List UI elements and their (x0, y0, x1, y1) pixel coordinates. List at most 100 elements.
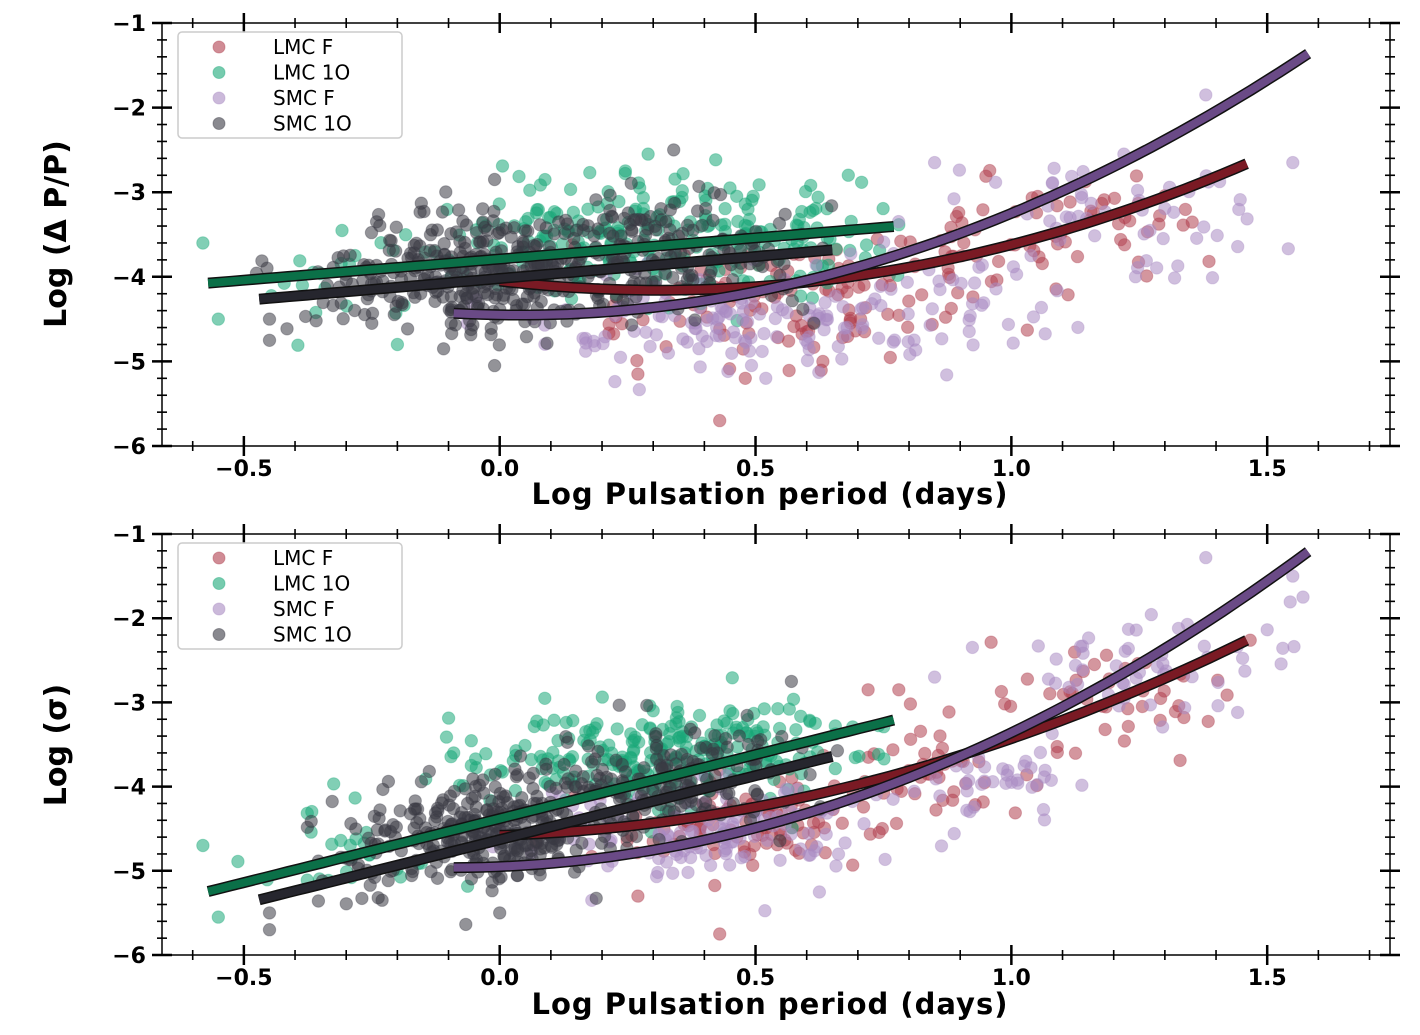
scatter-point-smc-1o (693, 741, 708, 755)
scatter-point-lmc-f (1043, 687, 1057, 701)
scatter-point-lmc-1o (327, 777, 341, 791)
x-tick-label: 1.0 (992, 966, 1031, 991)
scatter-point-smc-1o (492, 338, 506, 352)
scatter-point-smc-1o (507, 221, 521, 235)
scatter-point-lmc-f (979, 169, 993, 183)
scatter-point-lmc-1o (757, 702, 771, 716)
scatter-point-smc-1o (311, 894, 326, 908)
scatter-point-smc-f (1049, 652, 1063, 666)
scatter-point-smc-1o (526, 766, 540, 780)
scatter-point-smc-f (963, 804, 977, 819)
scatter-point-smc-1o (667, 143, 681, 157)
scatter-point-lmc-1o (731, 214, 745, 229)
scatter-point-lmc-1o (841, 168, 855, 182)
scatter-point-smc-f (1130, 183, 1145, 198)
axis-ticks-bottom (152, 524, 1400, 965)
scatter-point-lmc-1o (624, 727, 638, 741)
scatter-point-smc-1o (358, 307, 372, 322)
scatter-point-smc-f (1231, 239, 1245, 254)
scatter-point-smc-1o (484, 327, 498, 342)
scatter-point-lmc-1o (581, 202, 595, 216)
scatter-point-lmc-f (713, 927, 727, 941)
scatter-point-smc-f (1084, 196, 1098, 211)
scatter-point-smc-f (649, 869, 664, 884)
scatter-point-smc-f (1047, 161, 1061, 176)
scatter-point-lmc-1o (390, 337, 405, 352)
legend-marker-lmc-f (212, 40, 226, 54)
scatter-point-smc-f (966, 338, 980, 352)
scatter-point-smc-f (1205, 271, 1220, 285)
scatter-point-smc-1o (423, 228, 438, 242)
scatter-point-lmc-1o (876, 201, 890, 216)
scatter-point-smc-f (1144, 607, 1159, 622)
scatter-point-smc-1o (444, 227, 458, 241)
y-tick-label: −3 (112, 691, 146, 716)
x-axis-label-bottom: Log Pulsation period (days) (532, 987, 1009, 1021)
scatter-point-smc-f (1238, 664, 1252, 678)
scatter-point-lmc-f (903, 697, 918, 711)
scatter-point-smc-f (734, 851, 748, 865)
scatter-point-smc-1o (612, 698, 626, 712)
scatter-point-smc-f (1075, 778, 1089, 792)
scatter-point-smc-f (962, 324, 976, 339)
scatter-point-smc-1o (487, 358, 502, 373)
scatter-point-smc-f (1171, 259, 1185, 273)
scatter-point-smc-f (710, 312, 724, 327)
scatter-point-smc-f (960, 760, 974, 775)
scatter-point-smc-f (1150, 261, 1164, 275)
scatter-point-smc-f (977, 774, 992, 788)
scatter-point-smc-1o (384, 234, 398, 248)
legend-label-lmc-f: LMC F (273, 35, 333, 59)
scatter-point-smc-f (700, 334, 714, 349)
scatter-point-lmc-1o (211, 910, 226, 924)
scatter-point-smc-f (1037, 813, 1052, 827)
scatter-point-smc-f (760, 833, 775, 847)
scatter-point-lmc-f (984, 635, 998, 649)
scatter-point-lmc-f (944, 301, 958, 316)
y-tick-label: −1 (112, 12, 146, 37)
scatter-point-lmc-f (1097, 193, 1111, 207)
legend-marker-smc-f (212, 602, 226, 616)
scatter-point-smc-1o (690, 204, 705, 218)
scatter-point-smc-f (887, 333, 902, 347)
scatter-point-lmc-f (1087, 657, 1102, 672)
scatter-point-lmc-1o (512, 169, 526, 184)
scatter-point-smc-f (739, 335, 753, 349)
scatter-point-lmc-1o (566, 713, 580, 728)
x-tick-label: −0.5 (215, 966, 272, 991)
scatter-point-smc-1o (364, 225, 379, 240)
scatter-point-smc-1o (336, 312, 350, 326)
scatter-point-lmc-1o (738, 197, 752, 211)
y-tick-label: −2 (112, 607, 146, 632)
fit-line-lmc-1o (207, 716, 895, 896)
scatter-point-lmc-1o (789, 723, 803, 737)
scatter-point-smc-f (1296, 590, 1310, 604)
legend-marker-smc-f (212, 91, 226, 105)
scatter-point-lmc-f (708, 878, 722, 893)
scatter-point-lmc-f (852, 280, 866, 294)
scatter-point-smc-f (940, 368, 954, 382)
scatter-point-smc-f (878, 852, 892, 867)
scatter-point-smc-f (801, 826, 816, 841)
fit-line-lmc-f (499, 160, 1249, 295)
scatter-point-lmc-f (945, 793, 960, 807)
scatter-point-smc-1o (594, 836, 609, 850)
scatter-point-lmc-1o (771, 702, 785, 716)
scatter-point-smc-1o (451, 203, 466, 217)
scatter-point-smc-f (828, 289, 843, 303)
scatter-point-smc-f (579, 336, 593, 350)
scatter-point-smc-1o (830, 744, 845, 758)
scatter-point-lmc-f (903, 732, 918, 746)
plot-frame-bottom (161, 533, 1391, 956)
scatter-point-smc-1o (589, 891, 603, 905)
scatter-point-smc-f (768, 311, 782, 326)
scatter-point-smc-f (923, 318, 937, 332)
scatter-point-smc-f (666, 866, 680, 880)
scatter-point-smc-1o (692, 179, 706, 194)
scatter-point-smc-f (952, 163, 967, 177)
scatter-point-lmc-f (913, 724, 928, 738)
scatter-point-lmc-1o (670, 699, 684, 714)
scatter-point-lmc-1o (848, 750, 862, 765)
scatter-point-lmc-1o (877, 752, 891, 766)
